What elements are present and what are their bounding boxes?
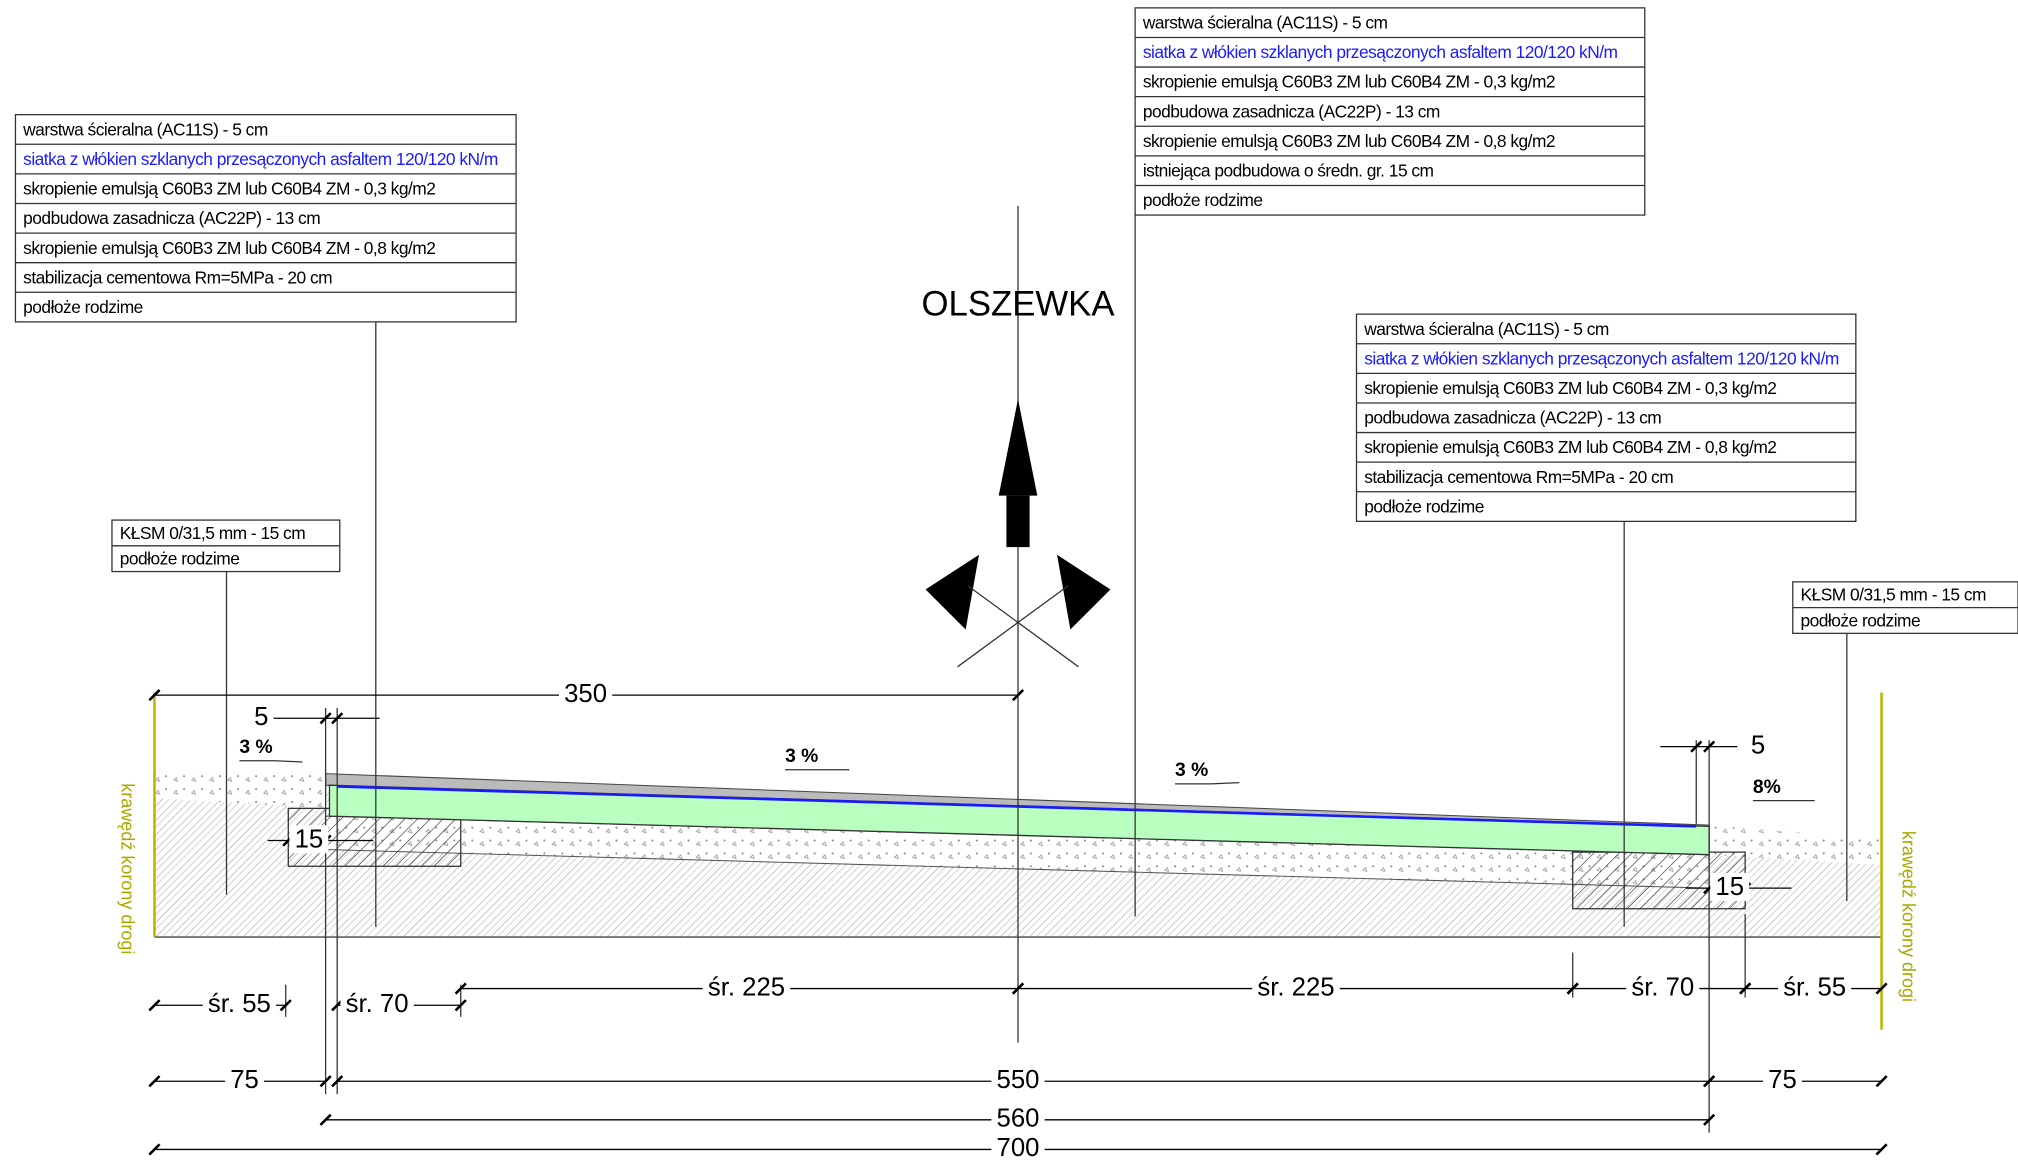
dim-tick — [454, 999, 467, 1012]
legend-row: skropienie emulsją C60B3 ZM lub C60B4 ZM… — [1143, 72, 1555, 92]
legend-row: istniejąca podbudowa o średn. gr. 15 cm — [1143, 161, 1434, 181]
dim-label-bg — [991, 1134, 1045, 1163]
dim-tick — [1875, 1143, 1888, 1156]
dim-label-bg — [225, 1066, 264, 1095]
dim-tick — [1703, 1113, 1716, 1126]
dim-tick — [1703, 1075, 1716, 1088]
dim-tick — [1739, 982, 1752, 995]
glass-grid — [337, 785, 1697, 828]
dim-tick — [1875, 982, 1888, 995]
legend-row: warstwa ścieralna (AC11S) - 5 cm — [1142, 13, 1388, 33]
dim-label-bg — [1745, 731, 1771, 760]
dim-label-bg — [991, 1104, 1045, 1133]
dim-label-bg — [991, 1066, 1045, 1095]
dim-tick — [319, 1113, 332, 1126]
legend-row: skropienie emulsją C60B3 ZM lub C60B4 ZM… — [23, 179, 435, 199]
shoulder-left-fill — [154, 768, 326, 809]
dim-tick — [279, 999, 292, 1012]
legend-row: podłoże rodzime — [1364, 496, 1484, 516]
legend-row: siatka z włókien szklanych przesączonych… — [23, 149, 498, 169]
legend-row: podbudowa zasadnicza (AC22P) - 13 cm — [23, 208, 320, 228]
legend-row: podbudowa zasadnicza (AC22P) - 13 cm — [1143, 101, 1440, 121]
dim-label: 700 — [997, 1134, 1040, 1162]
north-arrow — [925, 399, 1111, 668]
dim-label-bg — [289, 825, 329, 854]
dim-label: 75 — [230, 1066, 259, 1094]
slope-label: 8% — [1753, 777, 1781, 798]
dim-tick — [331, 1075, 344, 1088]
dim-label: śr. 70 — [1631, 973, 1694, 1001]
legend-row: siatka z włókien szklanych przesączonych… — [1143, 42, 1618, 62]
legend-row: KŁSM 0/31,5 mm - 15 cm — [1800, 585, 1986, 605]
dim-label-bg — [702, 973, 791, 1002]
dim-tick — [148, 1075, 161, 1088]
dim-tick — [454, 982, 467, 995]
legend-row: skropienie emulsją C60B3 ZM lub C60B4 ZM… — [1364, 378, 1776, 398]
dim-tick — [1566, 982, 1579, 995]
legend-row: podłoże rodzime — [23, 297, 143, 317]
legend-row: skropienie emulsją C60B3 ZM lub C60B4 ZM… — [1143, 131, 1555, 151]
dim-label: 75 — [1768, 1066, 1797, 1094]
dim-label-bg — [1252, 973, 1340, 1002]
dim-label: 15 — [1715, 873, 1744, 901]
dim-label: 560 — [997, 1105, 1040, 1133]
dim-tick — [148, 999, 161, 1012]
dim-label-bg — [340, 990, 414, 1019]
legend-row: stabilizacja cementowa Rm=5MPa - 20 cm — [1364, 467, 1673, 487]
slope-arrow — [275, 760, 303, 763]
dim-tick — [331, 712, 344, 725]
legend-row: podłoże rodzime — [1143, 190, 1263, 210]
dim-tick — [1011, 982, 1025, 995]
shoulder-right-fill — [1709, 825, 1882, 865]
dim-label: 15 — [295, 825, 324, 853]
dim-label-bg — [1763, 1066, 1802, 1095]
legend-box — [1355, 313, 1857, 523]
legend-row: siatka z włókien szklanych przesączonych… — [1364, 348, 1839, 368]
edge-label: krawędź korony drogi — [1899, 831, 1919, 1002]
slope-label: 3 % — [785, 746, 818, 767]
slope-arrow — [1211, 781, 1240, 785]
dim-label: śr. 225 — [1257, 973, 1334, 1001]
dim-tick — [1703, 740, 1716, 753]
legend-row: podłoże rodzime — [120, 549, 240, 569]
dim-label: 550 — [997, 1066, 1040, 1094]
dim-tick — [148, 1143, 161, 1156]
dim-label: 350 — [564, 680, 607, 708]
dim-label: 5 — [1751, 731, 1765, 759]
legend-row: KŁSM 0/31,5 mm - 15 cm — [120, 523, 306, 543]
legend-row: warstwa ścieralna (AC11S) - 5 cm — [22, 119, 268, 139]
dim-label: 5 — [254, 703, 268, 731]
dim-label-bg — [1778, 973, 1852, 1002]
dim-label: śr. 70 — [346, 990, 409, 1018]
dim-tick — [1011, 689, 1025, 702]
dim-label-bg — [248, 703, 274, 732]
slope-label: 3 % — [1175, 760, 1208, 781]
legend-row: podłoże rodzime — [1800, 610, 1920, 630]
legend-row: warstwa ścieralna (AC11S) - 5 cm — [1363, 319, 1609, 339]
slope-label: 3 % — [239, 737, 272, 758]
legend-row: podbudowa zasadnicza (AC22P) - 13 cm — [1364, 408, 1661, 428]
dim-tick — [148, 689, 161, 702]
dim-tick — [1690, 740, 1703, 753]
title: OLSZEWKA — [922, 286, 1116, 324]
leaders — [225, 206, 1848, 1133]
dim-tick — [319, 1075, 332, 1088]
edge-label: krawędź korony drogi — [117, 783, 137, 954]
dim-label-bg — [1626, 973, 1700, 1002]
dim-label-bg — [558, 679, 613, 708]
dim-label-bg — [1710, 872, 1750, 901]
dim-label: śr. 225 — [708, 973, 785, 1001]
legend-box — [1134, 7, 1646, 216]
dim-label: śr. 55 — [208, 990, 271, 1018]
legend-row: skropienie emulsją C60B3 ZM lub C60B4 ZM… — [23, 238, 435, 258]
legend-box — [14, 114, 517, 323]
dim-label-bg — [202, 990, 276, 1019]
dim-tick — [319, 712, 332, 725]
dim-tick — [1875, 1075, 1888, 1088]
legend-row: skropienie emulsją C60B3 ZM lub C60B4 ZM… — [1364, 437, 1776, 457]
legend-row: stabilizacja cementowa Rm=5MPa - 20 cm — [23, 267, 332, 287]
dim-label: śr. 55 — [1783, 973, 1846, 1001]
